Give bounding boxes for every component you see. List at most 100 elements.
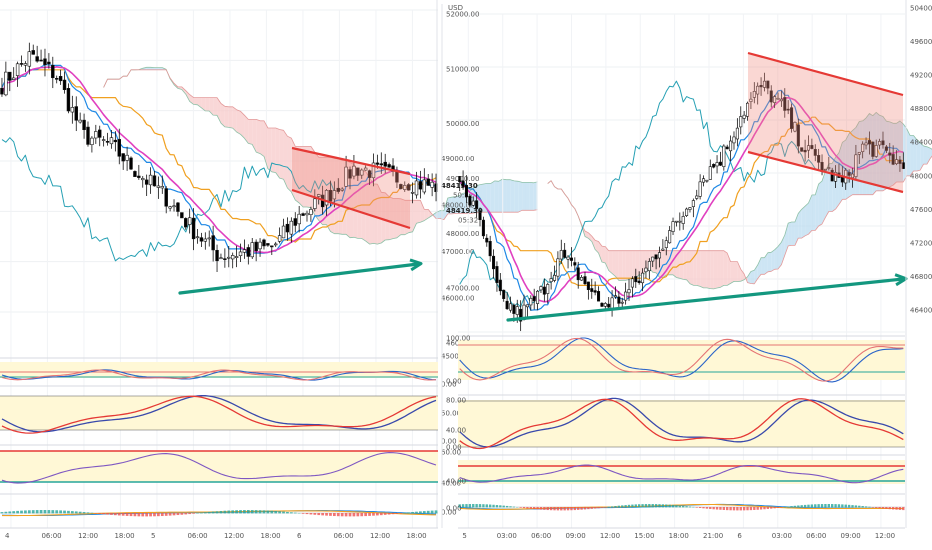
macd-histogram-bar xyxy=(145,513,149,517)
candle xyxy=(624,291,628,301)
macd-histogram-bar xyxy=(289,512,293,514)
oscillator-panel-3: 40.00 xyxy=(446,454,905,486)
time-tick-label: 12:00 xyxy=(224,532,244,540)
candle xyxy=(74,106,78,121)
candle xyxy=(546,284,550,294)
macd-histogram-bar xyxy=(368,513,371,516)
macd-histogram-bar xyxy=(180,513,184,515)
candle xyxy=(597,291,601,302)
macd-histogram-bar xyxy=(270,510,274,514)
macd-histogram-bar xyxy=(239,510,242,514)
candle xyxy=(891,154,895,165)
kumo-segment xyxy=(416,200,421,224)
macd-histogram-bar xyxy=(505,505,509,508)
candle xyxy=(664,240,668,249)
candle xyxy=(242,249,247,253)
candle xyxy=(729,140,733,152)
macd-histogram-bar xyxy=(573,507,577,511)
macd-histogram-bar xyxy=(325,513,328,516)
macd-histogram-bar xyxy=(352,513,356,517)
kumo-segment xyxy=(838,142,843,205)
kumo-segment xyxy=(146,67,151,70)
kumo-segment xyxy=(295,146,300,204)
time-tick-label: 09:00 xyxy=(565,532,585,540)
macd-histogram-bar xyxy=(407,512,411,514)
outer-tick-label: 46800.00 xyxy=(910,273,932,281)
kumo-segment xyxy=(673,250,677,278)
macd-histogram-bar xyxy=(566,507,570,511)
candle xyxy=(705,179,709,182)
macd-histogram-bar xyxy=(888,507,891,510)
candle xyxy=(708,166,712,180)
outer-tick-label: 46400.00 xyxy=(910,307,932,315)
candle xyxy=(539,286,543,291)
kumo-segment xyxy=(764,252,768,275)
candle xyxy=(847,172,851,176)
time-tick-label: 12:00 xyxy=(875,532,895,540)
candle xyxy=(8,71,12,81)
candle xyxy=(674,220,678,223)
macd-histogram-bar xyxy=(74,511,78,514)
macd-histogram-bar xyxy=(472,504,475,508)
kumo-segment xyxy=(522,182,526,211)
kumo-segment xyxy=(252,119,257,153)
candle xyxy=(864,142,868,146)
macd-histogram-bar xyxy=(51,510,55,514)
macd-histogram-bar xyxy=(121,513,125,516)
macd-histogram-bar xyxy=(149,513,152,517)
macd-histogram-bar xyxy=(759,507,763,510)
macd-histogram-bar xyxy=(215,511,219,514)
kumo-segment xyxy=(872,112,877,195)
macd-histogram-bar xyxy=(86,512,90,514)
time-tick-label: 09:00 xyxy=(841,532,861,540)
kumo-segment xyxy=(525,182,530,211)
kumo-segment xyxy=(494,180,499,213)
macd-histogram-bar xyxy=(803,504,807,508)
kumo-segment xyxy=(733,261,738,282)
candle-timer-label: 05:32 xyxy=(458,216,478,224)
time-tick-label: 03:00 xyxy=(772,532,792,540)
kumo-segment xyxy=(459,193,464,214)
kijun-line xyxy=(1,69,437,243)
macd-histogram-bar xyxy=(16,510,19,514)
candle xyxy=(254,241,258,252)
macd-histogram-bar xyxy=(546,507,549,511)
macd-histogram-bar xyxy=(192,513,195,514)
kumo-segment xyxy=(518,181,523,213)
oscillator-panel-3: 60.00 40.00 xyxy=(0,444,461,488)
kumo-segment xyxy=(689,250,694,286)
macd-histogram-bar xyxy=(301,513,305,514)
kumo-segment xyxy=(612,250,616,277)
macd-histogram-bar xyxy=(172,513,176,516)
macd-histogram-bar xyxy=(560,507,563,511)
macd-histogram-bar xyxy=(430,510,434,514)
oscillator-tick-label: 40.00 xyxy=(441,480,461,488)
macd-histogram-bar xyxy=(824,504,827,508)
kumo-segment xyxy=(510,179,515,213)
kumo-segment xyxy=(514,180,519,213)
time-tick-label: 18:00 xyxy=(260,532,280,540)
kumo-segment xyxy=(866,113,870,195)
outer-tick-label: 48000.00 xyxy=(910,172,932,180)
macd-histogram-bar xyxy=(356,513,360,517)
macd-histogram-bar xyxy=(419,511,422,514)
kumo-segment xyxy=(279,129,284,180)
kumo-segment xyxy=(479,184,483,213)
candle xyxy=(336,187,340,192)
kumo-segment xyxy=(275,127,280,179)
macd-histogram-bar xyxy=(231,510,235,514)
macd-histogram-bar xyxy=(790,506,793,508)
kumo-segment xyxy=(260,120,264,157)
macd-histogram-bar xyxy=(317,513,321,516)
macd-histogram-bar xyxy=(360,513,364,517)
candle xyxy=(790,107,794,129)
candle xyxy=(617,296,621,304)
macd-histogram-bar xyxy=(274,511,278,514)
macd-histogram-bar xyxy=(627,504,631,508)
macd-histogram-bar xyxy=(590,507,593,509)
macd-histogram-bar xyxy=(278,511,281,514)
kumo-segment xyxy=(693,250,697,286)
oscillator-panel-4: 0.00 xyxy=(446,493,905,513)
price-tick-label: 49000.00 xyxy=(441,155,474,163)
candle xyxy=(481,219,485,237)
